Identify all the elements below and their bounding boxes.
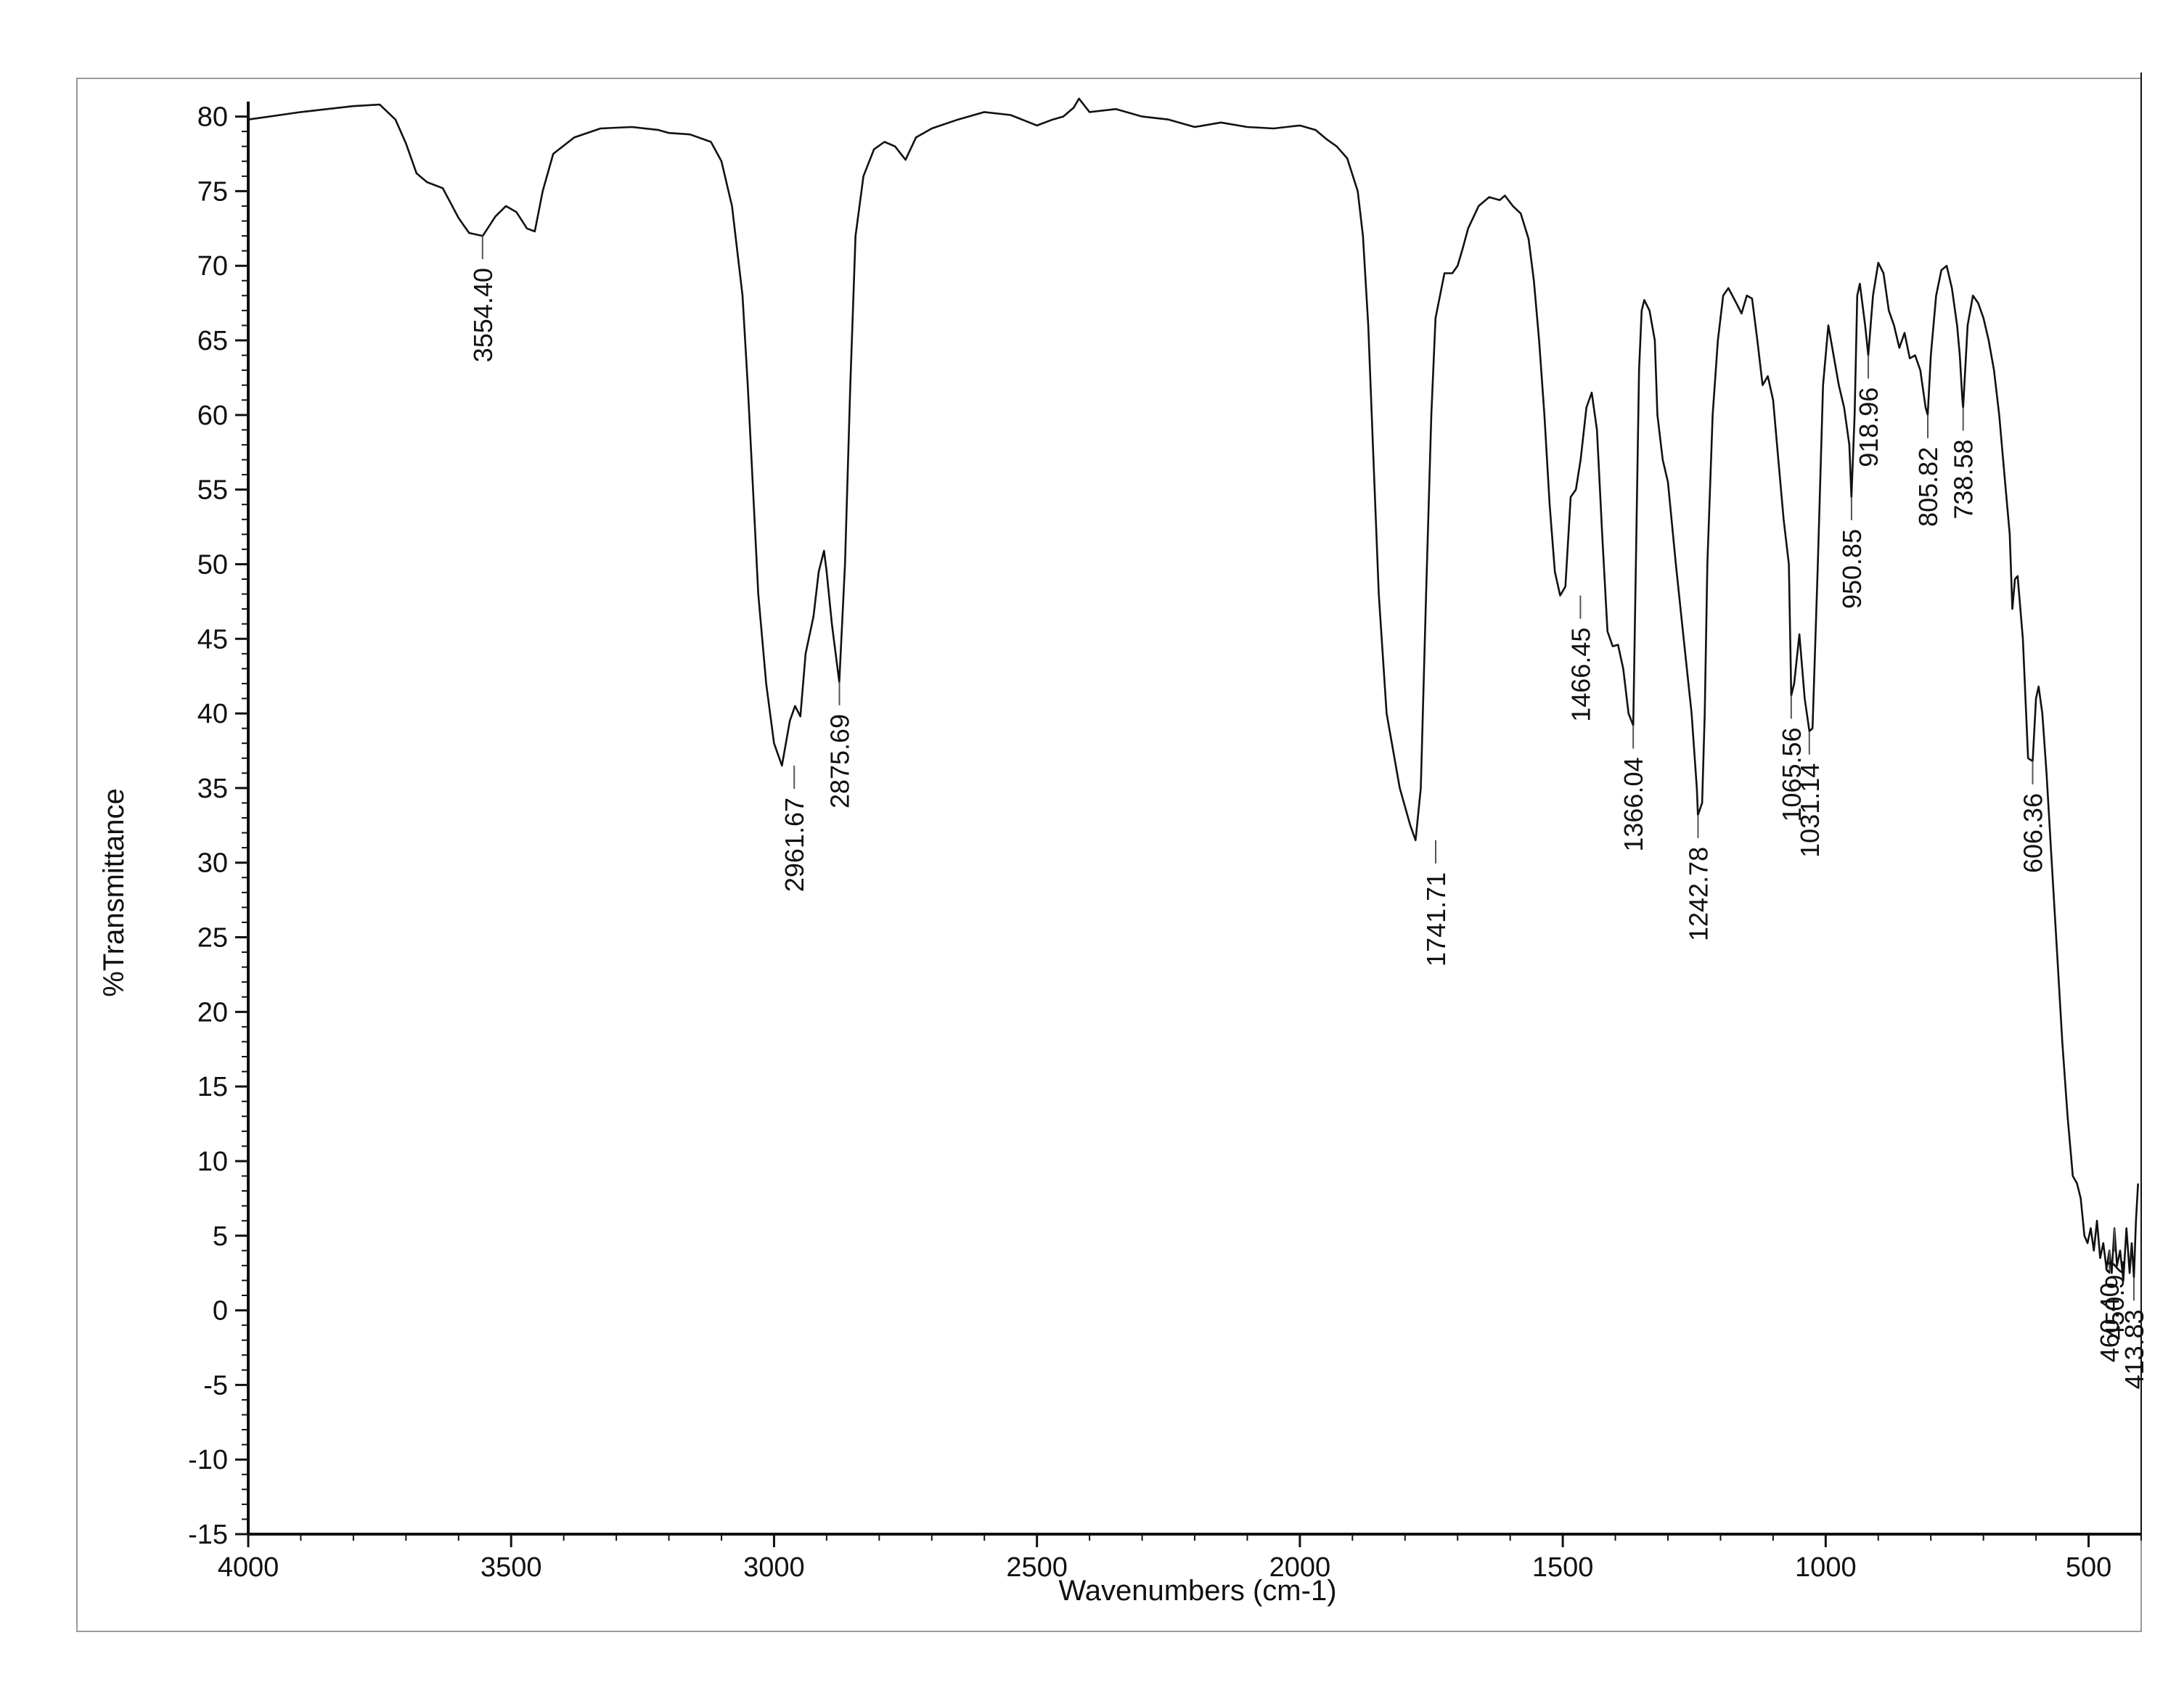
y-tick-label: 40 <box>197 699 228 729</box>
y-tick-label: 80 <box>197 102 228 133</box>
peak-label: 3554.40 <box>468 268 498 362</box>
peak-label: 2875.69 <box>825 714 855 808</box>
y-tick-label: 15 <box>197 1072 228 1102</box>
y-tick-label: -5 <box>203 1370 228 1401</box>
y-tick-label: 55 <box>197 475 228 506</box>
peak-label: 606.36 <box>2019 793 2048 873</box>
x-axis-title: Wavenumbers (cm-1) <box>1058 1575 1336 1607</box>
y-tick-label: 70 <box>197 251 228 282</box>
peak-label: 1242.78 <box>1684 847 1714 941</box>
peak-label: 1065.56 <box>1777 727 1807 822</box>
peak-label: 1031.14 <box>1795 763 1825 858</box>
peak-label: 1366.04 <box>1619 758 1648 852</box>
y-tick-label: 5 <box>213 1221 228 1252</box>
x-tick-label: 3500 <box>480 1552 542 1583</box>
y-tick-label: 60 <box>197 401 228 431</box>
y-tick-label: 45 <box>197 624 228 655</box>
peak-label: 805.82 <box>1913 447 1943 527</box>
peak-label: 2961.67 <box>780 798 809 892</box>
peak-label: 950.85 <box>1837 529 1867 609</box>
peak-label: 918.96 <box>1854 388 1884 467</box>
peak-label: 413.83 <box>2119 1309 2149 1389</box>
peak-label: 460.40 <box>2095 1282 2124 1362</box>
x-tick-label: 1000 <box>1795 1552 1857 1583</box>
y-tick-label: 75 <box>197 176 228 207</box>
y-tick-label: -15 <box>188 1520 228 1550</box>
page-border <box>76 78 2142 1632</box>
peak-label: 450.92 <box>2100 1261 2130 1340</box>
x-tick-label: 2500 <box>1006 1552 1068 1583</box>
x-tick-label: 1500 <box>1532 1552 1594 1583</box>
x-tick-label: 500 <box>2066 1552 2111 1583</box>
y-tick-label: 50 <box>197 549 228 580</box>
y-tick-label: 10 <box>197 1147 228 1177</box>
y-tick-label: 65 <box>197 326 228 356</box>
peak-label: 1741.71 <box>1421 872 1451 967</box>
spectrum-line <box>248 97 2139 1282</box>
y-tick-label: 0 <box>213 1296 228 1327</box>
peak-label: 1466.45 <box>1566 628 1595 722</box>
y-tick-label: 35 <box>197 774 228 804</box>
y-tick-label: 30 <box>197 848 228 879</box>
y-tick-label: 25 <box>197 923 228 954</box>
peak-label: 738.58 <box>1949 440 1979 520</box>
x-tick-label: 4000 <box>218 1552 279 1583</box>
x-tick-label: 2000 <box>1269 1552 1331 1583</box>
y-tick-label: 20 <box>197 997 228 1028</box>
y-axis-title: %Transmittance <box>98 788 130 997</box>
x-tick-label: 3000 <box>743 1552 805 1583</box>
y-tick-label: -10 <box>188 1445 228 1475</box>
